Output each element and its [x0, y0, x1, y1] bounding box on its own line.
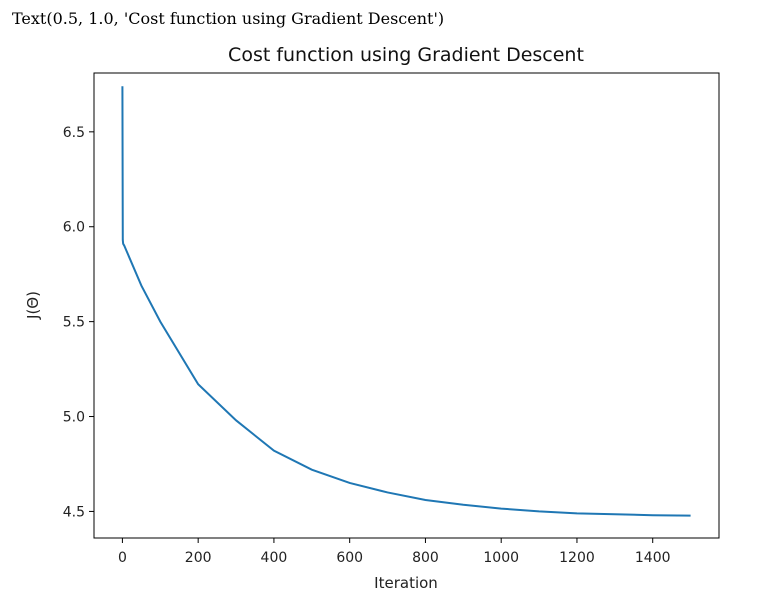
- cell-output-text: Text(0.5, 1.0, 'Cost function using Grad…: [12, 9, 445, 28]
- y-tick-label: 5.5: [63, 315, 85, 331]
- y-axis-label: J(Θ): [24, 291, 42, 320]
- x-tick-label: 1400: [635, 550, 671, 566]
- x-tick-label: 400: [261, 550, 288, 566]
- x-tick-label: 1000: [483, 550, 519, 566]
- x-axis-label: Iteration: [374, 574, 438, 592]
- cost-series-line: [121, 86, 691, 517]
- y-tick-label: 5.0: [63, 410, 85, 426]
- x-tick-label: 1200: [559, 550, 595, 566]
- y-axis: 4.5 5.0 5.5 6.0 6.5: [63, 125, 94, 520]
- y-tick-label: 6.5: [63, 125, 85, 141]
- chart-title: Cost function using Gradient Descent: [228, 44, 584, 66]
- x-tick-label: 800: [412, 550, 439, 566]
- y-tick-label: 6.0: [63, 220, 85, 236]
- x-tick-label: 600: [336, 550, 363, 566]
- plot-area-frame: [93, 72, 720, 539]
- x-tick-label: 200: [185, 550, 212, 566]
- y-tick-label: 4.5: [63, 504, 85, 520]
- x-axis: 0 200 400 600 800 1000 1200 1400: [118, 538, 671, 566]
- x-tick-label: 0: [118, 550, 127, 566]
